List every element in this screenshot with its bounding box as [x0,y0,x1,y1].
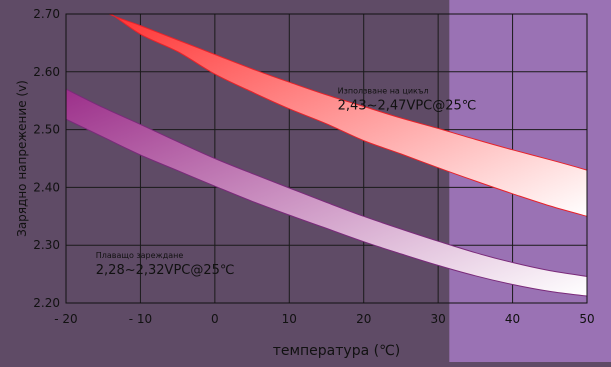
y-tick-label: 2.70 [33,7,60,21]
x-tick-label: 50 [579,312,594,326]
y-tick-label: 2.30 [33,238,60,252]
annotation-value: 2,43~2,47VPC@25℃ [338,98,477,113]
x-tick-label: - 10 [129,312,152,326]
y-axis-label: Зарядно напрежение (v) [15,80,29,237]
plot-frame [65,13,588,304]
y-tick-label: 2.60 [33,65,60,79]
y-tick-labels: 2.20 2.30 2.40 2.50 2.60 2.70 [33,7,60,310]
x-tick-label: - 20 [54,312,77,326]
x-tick-label: 40 [505,312,520,326]
annotations: Използване на цикъл 2,43~2,47VPC@25℃ Плава… [96,86,477,278]
y-tick-label: 2.40 [33,180,60,194]
x-tick-label: 20 [356,312,371,326]
annotation-title: Плаващо зареждане [96,251,184,260]
annotation-value: 2,28~2,32VPC@25℃ [96,263,235,278]
band-float [66,88,587,297]
y-tick-label: 2.50 [33,123,60,137]
x-tick-label: 30 [431,312,446,326]
series-bands [66,14,587,297]
x-axis-label: температура (℃) [273,343,401,359]
annotation-title: Използване на цикъл [338,86,429,95]
x-tick-label: 0 [211,312,219,326]
y-tick-label: 2.20 [33,296,60,310]
x-tick-label: 10 [282,312,297,326]
x-tick-labels: - 20 - 10 0 10 20 30 40 50 [54,312,594,326]
band-cycle [107,14,587,217]
